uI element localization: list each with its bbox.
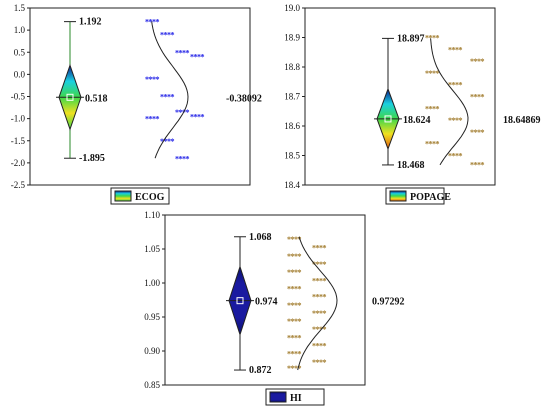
normal-curve bbox=[297, 236, 338, 371]
legend-swatch bbox=[114, 190, 132, 202]
data-point-stars: **** bbox=[145, 115, 160, 124]
data-point-stars: **** bbox=[160, 93, 175, 102]
y-tick-label: 0.0 bbox=[14, 69, 26, 79]
data-point-stars: **** bbox=[425, 104, 440, 113]
y-tick-label: 0.95 bbox=[144, 312, 160, 322]
y-tick-label: 1.00 bbox=[144, 278, 160, 288]
data-point-stars: **** bbox=[175, 154, 190, 163]
data-point-stars: **** bbox=[145, 17, 160, 26]
data-point-stars: **** bbox=[287, 252, 302, 261]
y-tick-label: 0.85 bbox=[144, 380, 160, 390]
y-tick-label: 18.4 bbox=[284, 180, 300, 190]
min-label: 18.468 bbox=[397, 160, 425, 171]
data-point-stars: **** bbox=[425, 140, 440, 149]
data-point-stars: **** bbox=[287, 268, 302, 277]
y-tick-label: 1.10 bbox=[144, 210, 160, 220]
data-point-stars: **** bbox=[448, 116, 463, 125]
median-label: 0.974 bbox=[255, 297, 278, 308]
y-tick-label: -2.5 bbox=[11, 180, 26, 190]
data-point-stars: **** bbox=[312, 358, 327, 367]
y-tick-label: -1.5 bbox=[11, 136, 26, 146]
data-point-stars: **** bbox=[287, 350, 302, 359]
y-tick-label: 18.6 bbox=[284, 121, 300, 131]
data-point-stars: **** bbox=[287, 235, 302, 244]
normal-curve bbox=[151, 21, 189, 159]
min-label: 0.872 bbox=[249, 365, 272, 376]
max-label: 1.192 bbox=[79, 17, 102, 28]
legend-label: HI bbox=[290, 393, 302, 404]
data-point-stars: **** bbox=[287, 284, 302, 293]
data-point-stars: **** bbox=[190, 112, 205, 121]
min-label: -1.895 bbox=[79, 153, 105, 164]
y-tick-label: 1.5 bbox=[14, 3, 26, 13]
mean-marker bbox=[384, 115, 392, 123]
data-point-stars: **** bbox=[312, 342, 327, 351]
legend-label: POPAGE bbox=[410, 192, 451, 203]
mean-value-label: 18.64869 bbox=[503, 115, 541, 126]
data-point-stars: **** bbox=[312, 293, 327, 302]
data-point-stars: **** bbox=[312, 260, 327, 269]
data-point-stars: **** bbox=[448, 45, 463, 54]
data-point-stars: **** bbox=[425, 34, 440, 43]
y-tick-label: -2.0 bbox=[11, 158, 26, 168]
mean-marker bbox=[236, 297, 244, 305]
data-point-stars: **** bbox=[175, 108, 190, 117]
data-point-stars: **** bbox=[448, 152, 463, 161]
data-point-stars: **** bbox=[160, 137, 175, 146]
data-point-stars: **** bbox=[470, 160, 485, 169]
y-tick-label: 19.0 bbox=[284, 3, 300, 13]
y-tick-label: 1.0 bbox=[14, 25, 26, 35]
median-label: 18.624 bbox=[403, 115, 431, 126]
legend-label: ECOG bbox=[135, 192, 165, 203]
normal-curve bbox=[430, 38, 469, 166]
plot-frame bbox=[164, 214, 366, 386]
y-tick-label: 18.5 bbox=[284, 151, 300, 161]
data-point-stars: **** bbox=[448, 81, 463, 90]
legend-swatch bbox=[269, 391, 287, 403]
data-point-stars: **** bbox=[312, 325, 327, 334]
data-point-stars: **** bbox=[425, 69, 440, 78]
y-tick-label: 0.5 bbox=[14, 47, 26, 57]
max-label: 1.068 bbox=[249, 232, 272, 243]
data-point-stars: **** bbox=[175, 48, 190, 57]
data-point-stars: **** bbox=[470, 57, 485, 66]
max-label: 18.897 bbox=[397, 33, 425, 44]
median-label: 0.518 bbox=[85, 93, 108, 104]
mean-value-label: -0.38092 bbox=[226, 93, 262, 104]
y-tick-label: -1.0 bbox=[11, 114, 26, 124]
data-point-stars: **** bbox=[312, 276, 327, 285]
data-point-stars: **** bbox=[287, 301, 302, 310]
legend-swatch bbox=[389, 190, 407, 202]
mean-marker bbox=[66, 93, 74, 101]
y-tick-label: -0.5 bbox=[11, 92, 26, 102]
data-point-stars: **** bbox=[287, 333, 302, 342]
y-tick-label: 1.05 bbox=[144, 244, 160, 254]
data-point-stars: **** bbox=[190, 53, 205, 62]
data-point-stars: **** bbox=[470, 93, 485, 102]
data-point-stars: **** bbox=[145, 75, 160, 84]
y-tick-label: 18.8 bbox=[284, 62, 300, 72]
data-point-stars: **** bbox=[470, 128, 485, 137]
data-point-stars: **** bbox=[287, 317, 302, 326]
data-point-stars: **** bbox=[160, 31, 175, 40]
y-tick-label: 18.9 bbox=[284, 33, 300, 43]
data-point-stars: **** bbox=[312, 244, 327, 253]
data-point-stars: **** bbox=[312, 309, 327, 318]
y-tick-label: 18.7 bbox=[284, 92, 300, 102]
y-tick-label: 0.90 bbox=[144, 346, 160, 356]
data-point-stars: **** bbox=[287, 364, 302, 373]
mean-value-label: 0.97292 bbox=[372, 297, 405, 308]
